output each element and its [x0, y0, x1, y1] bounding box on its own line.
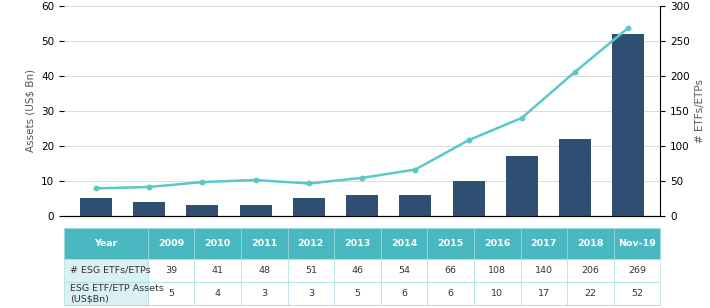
Bar: [559, 139, 591, 216]
FancyBboxPatch shape: [474, 282, 520, 305]
FancyBboxPatch shape: [148, 228, 195, 259]
FancyBboxPatch shape: [474, 259, 520, 282]
FancyBboxPatch shape: [474, 228, 520, 259]
Text: 108: 108: [488, 266, 506, 275]
Bar: [240, 205, 271, 216]
Bar: [346, 195, 378, 216]
FancyBboxPatch shape: [241, 259, 288, 282]
FancyBboxPatch shape: [64, 228, 148, 259]
FancyBboxPatch shape: [195, 228, 241, 259]
Text: 2012: 2012: [297, 239, 324, 248]
Bar: [80, 198, 112, 216]
FancyBboxPatch shape: [334, 259, 381, 282]
Text: 2010: 2010: [204, 239, 231, 248]
Text: 10: 10: [491, 289, 503, 298]
FancyBboxPatch shape: [334, 282, 381, 305]
Bar: [399, 195, 432, 216]
FancyBboxPatch shape: [567, 228, 613, 259]
FancyBboxPatch shape: [427, 259, 474, 282]
Text: 51: 51: [305, 266, 317, 275]
Text: 2017: 2017: [530, 239, 557, 248]
FancyBboxPatch shape: [613, 259, 660, 282]
Text: 2009: 2009: [158, 239, 184, 248]
Legend: ETF/ETP assets, # ETFs/ETPs: ETF/ETP assets, # ETFs/ETPs: [236, 0, 444, 2]
Text: 2013: 2013: [344, 239, 371, 248]
Text: 5: 5: [168, 289, 174, 298]
Text: 48: 48: [258, 266, 271, 275]
FancyBboxPatch shape: [613, 282, 660, 305]
Text: 22: 22: [584, 289, 596, 298]
Y-axis label: Assets (US$ Bn): Assets (US$ Bn): [26, 69, 36, 152]
Text: 3: 3: [307, 289, 314, 298]
FancyBboxPatch shape: [520, 228, 567, 259]
FancyBboxPatch shape: [520, 282, 567, 305]
FancyBboxPatch shape: [288, 259, 334, 282]
Text: 2014: 2014: [391, 239, 417, 248]
Text: 5: 5: [354, 289, 361, 298]
Text: Nov-19: Nov-19: [618, 239, 656, 248]
FancyBboxPatch shape: [195, 259, 241, 282]
Text: 46: 46: [351, 266, 364, 275]
FancyBboxPatch shape: [567, 259, 613, 282]
Text: 206: 206: [581, 266, 599, 275]
Bar: [612, 34, 645, 216]
Text: ESG ETF/ETP Assets
(US$Bn): ESG ETF/ETP Assets (US$Bn): [70, 284, 164, 303]
FancyBboxPatch shape: [567, 282, 613, 305]
Text: Year: Year: [94, 239, 118, 248]
FancyBboxPatch shape: [288, 228, 334, 259]
Bar: [186, 205, 219, 216]
Text: 2011: 2011: [251, 239, 278, 248]
Text: 4: 4: [214, 289, 221, 298]
Text: 3: 3: [261, 289, 268, 298]
FancyBboxPatch shape: [241, 282, 288, 305]
FancyBboxPatch shape: [64, 259, 148, 282]
Text: 39: 39: [165, 266, 177, 275]
FancyBboxPatch shape: [148, 282, 195, 305]
Text: 41: 41: [212, 266, 224, 275]
FancyBboxPatch shape: [381, 228, 427, 259]
FancyBboxPatch shape: [288, 282, 334, 305]
Bar: [133, 202, 165, 216]
Text: 54: 54: [398, 266, 410, 275]
FancyBboxPatch shape: [427, 282, 474, 305]
Text: 52: 52: [631, 289, 643, 298]
Text: 2015: 2015: [437, 239, 464, 248]
FancyBboxPatch shape: [520, 259, 567, 282]
FancyBboxPatch shape: [427, 228, 474, 259]
Text: 6: 6: [447, 289, 454, 298]
FancyBboxPatch shape: [195, 282, 241, 305]
FancyBboxPatch shape: [381, 259, 427, 282]
Y-axis label: # ETFs/ETPs: # ETFs/ETPs: [695, 79, 705, 143]
FancyBboxPatch shape: [613, 228, 660, 259]
FancyBboxPatch shape: [64, 282, 148, 305]
Text: 66: 66: [444, 266, 457, 275]
FancyBboxPatch shape: [334, 228, 381, 259]
Bar: [293, 198, 325, 216]
Bar: [506, 156, 538, 216]
Text: 2018: 2018: [577, 239, 603, 248]
Bar: [453, 181, 484, 216]
FancyBboxPatch shape: [148, 259, 195, 282]
Text: 17: 17: [537, 289, 550, 298]
Text: 140: 140: [535, 266, 553, 275]
FancyBboxPatch shape: [241, 228, 288, 259]
Text: 2016: 2016: [484, 239, 510, 248]
Text: # ESG ETFs/ETPs: # ESG ETFs/ETPs: [70, 266, 151, 275]
FancyBboxPatch shape: [381, 282, 427, 305]
Text: 269: 269: [628, 266, 646, 275]
Text: 6: 6: [401, 289, 407, 298]
